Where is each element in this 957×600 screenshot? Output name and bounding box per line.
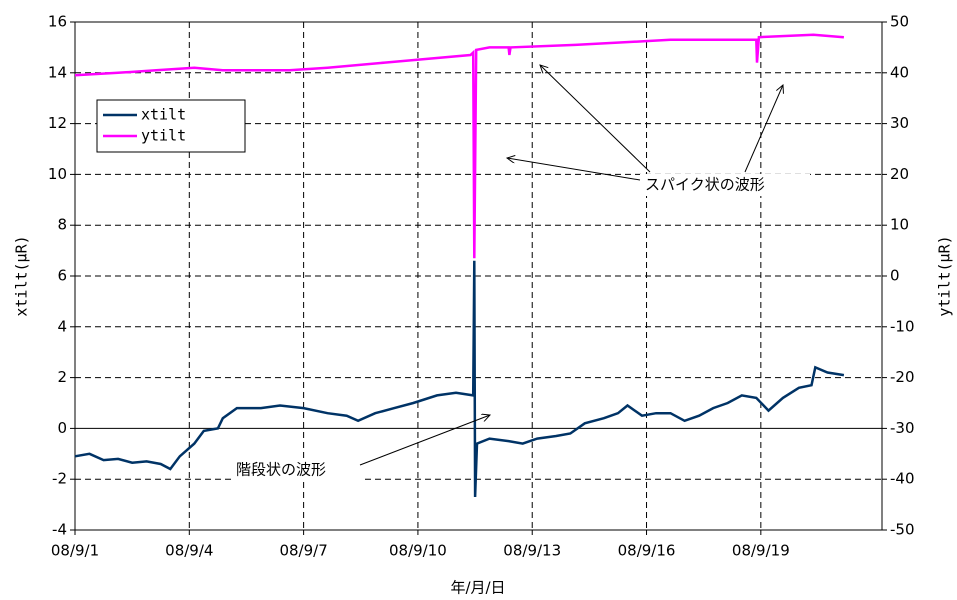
y-tick-label: 6: [57, 267, 67, 285]
y2-tick-label: 30: [890, 114, 909, 132]
x-tick-label: 08/9/13: [503, 542, 561, 560]
annotation-arrow: [540, 65, 651, 173]
x-tick-label: 08/9/1: [51, 542, 99, 560]
annotation-arrow: [507, 158, 641, 181]
y-tick-label: 0: [57, 419, 67, 437]
y-tick-label: -4: [52, 521, 67, 539]
x-axis-label: 年/月/日: [450, 579, 505, 597]
y-tick-label: 12: [48, 114, 67, 132]
x-tick-label: 08/9/7: [279, 542, 327, 560]
x-tick-label: 08/9/19: [732, 542, 790, 560]
y2-tick-label: 50: [890, 13, 909, 31]
y2-axis-label: ytilt(μR): [936, 235, 954, 316]
annotation: スパイク状の波形: [645, 176, 765, 194]
annotation-arrow: [359, 415, 490, 466]
legend-label: xtilt: [141, 106, 186, 124]
y2-tick-label: 20: [890, 165, 909, 183]
y2-tick-label: 0: [890, 267, 900, 285]
y2-tick-label: 10: [890, 216, 909, 234]
y2-tick-label: -40: [890, 470, 915, 488]
y-tick-label: 8: [57, 216, 67, 234]
x-tick-label: 08/9/4: [165, 542, 213, 560]
legend-box: [96, 99, 246, 153]
series-line: [74, 33, 845, 259]
y-axis-label: xtilt(μR): [13, 235, 31, 316]
y2-tick-label: -30: [890, 419, 915, 437]
y2-tick-label: -10: [890, 317, 915, 335]
plot-frame: [74, 21, 883, 531]
y2-tick-label: -50: [890, 521, 915, 539]
y-tick-label: 16: [48, 13, 67, 31]
series-line: [74, 260, 845, 498]
x-tick-label: 08/9/16: [618, 542, 676, 560]
annotation-bg: [640, 174, 810, 196]
annotation: 階段状の波形: [236, 461, 326, 479]
y-tick-label: 4: [57, 317, 67, 335]
y-tick-label: -2: [52, 470, 67, 488]
annotation-arrow: [744, 85, 783, 173]
y-tick-label: 10: [48, 165, 67, 183]
y-tick-label: 14: [48, 63, 67, 81]
x-tick-label: 08/9/10: [389, 542, 447, 560]
legend-label: ytilt: [141, 127, 186, 145]
y2-tick-label: 40: [890, 63, 909, 81]
annotation-bg: [232, 459, 362, 481]
y-tick-label: 2: [57, 368, 67, 386]
y2-tick-label: -20: [890, 368, 915, 386]
